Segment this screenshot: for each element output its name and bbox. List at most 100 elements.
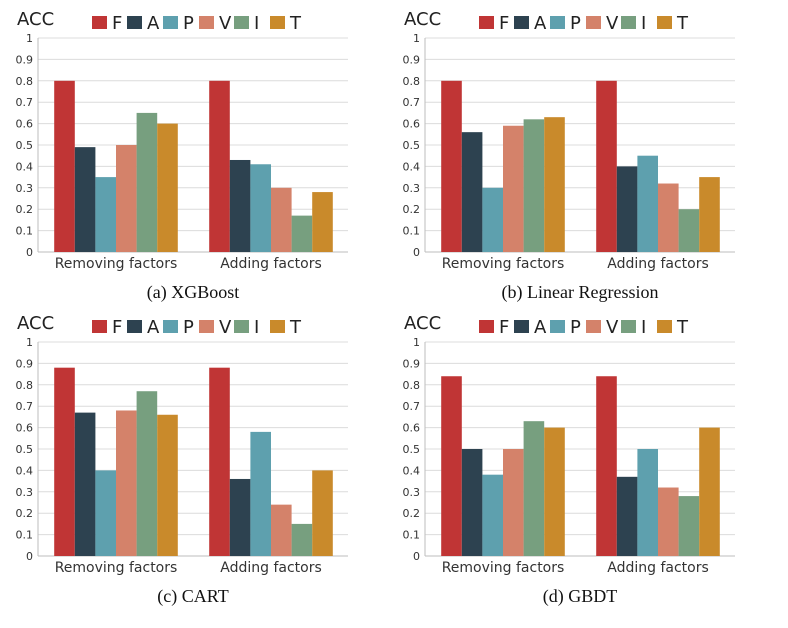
bar-v [116, 410, 137, 556]
bar-i [678, 209, 700, 252]
bar-a [229, 478, 251, 556]
legend-label-v: V [606, 317, 619, 338]
legend-swatch-a [127, 320, 142, 333]
bar-v [658, 183, 679, 252]
bar-p [637, 449, 658, 556]
legend-swatch-t [270, 320, 285, 333]
bar-p [95, 470, 116, 556]
bar-i [136, 112, 158, 253]
y-tick-label: 0.7 [403, 96, 421, 109]
y-tick-label: 0.8 [16, 379, 34, 392]
legend-label-v: V [606, 13, 619, 34]
y-tick-label: 1 [26, 336, 33, 349]
legend-label-f: F [499, 317, 509, 338]
bar-v [271, 504, 292, 556]
y-tick-label: 0.7 [16, 96, 34, 109]
legend-swatch-t [657, 320, 672, 333]
bar-t [312, 192, 333, 252]
legend-swatch-i [621, 320, 636, 333]
legend-label-a: A [147, 317, 160, 338]
y-tick-label: 0.3 [403, 486, 421, 499]
y-tick-label: 0.4 [403, 160, 421, 173]
bar-i [136, 391, 158, 556]
bar-i [678, 496, 700, 556]
y-tick-label: 0.4 [16, 160, 34, 173]
bar-f [441, 80, 462, 252]
legend-swatch-f [479, 320, 494, 333]
bar-v [503, 449, 524, 556]
bar-t [699, 177, 720, 252]
bar-a [229, 159, 251, 252]
y-axis-label: ACC [404, 9, 441, 30]
bar-t [544, 427, 565, 556]
bar-t [544, 117, 565, 253]
y-tick-label: 0.3 [403, 182, 421, 195]
legend-swatch-p [550, 16, 565, 29]
y-tick-label: 0.6 [403, 118, 421, 131]
bar-v [116, 145, 137, 252]
y-tick-label: 0 [413, 246, 420, 259]
y-tick-label: 1 [413, 32, 420, 45]
legend-label-a: A [147, 13, 160, 34]
legend-swatch-i [621, 16, 636, 29]
legend-swatch-a [514, 320, 529, 333]
bar-f [54, 367, 75, 556]
chart-caption: (b) Linear Regression [502, 282, 659, 303]
legend-swatch-f [92, 16, 107, 29]
bar-i [291, 215, 313, 252]
y-tick-label: 0.6 [16, 422, 34, 435]
legend-swatch-i [234, 320, 249, 333]
x-category-label: Adding factors [220, 256, 322, 272]
legend-label-f: F [499, 13, 509, 34]
x-category-label: Adding factors [607, 256, 709, 272]
x-category-label: Removing factors [55, 560, 178, 576]
bar-p [95, 177, 116, 252]
y-tick-label: 0.8 [403, 75, 421, 88]
legend-swatch-p [163, 16, 178, 29]
legend-label-i: I [254, 13, 259, 34]
bar-p [637, 155, 658, 252]
bar-f [596, 80, 617, 252]
y-tick-label: 0.1 [16, 225, 34, 238]
legend-label-i: I [641, 13, 646, 34]
x-category-label: Removing factors [442, 256, 565, 272]
legend-label-t: T [289, 317, 302, 338]
y-tick-label: 0 [413, 550, 420, 563]
y-tick-label: 0.2 [16, 203, 34, 216]
y-tick-label: 0.8 [16, 75, 34, 88]
legend-label-t: T [676, 317, 689, 338]
y-tick-label: 0.2 [403, 507, 421, 520]
chart-panel: ACC F A P V I T 0 0.1 0.2 0.3 0.4 0.5 0.6 0.7 0.8 0.9 1 Re… [403, 313, 735, 607]
x-category-label: Removing factors [55, 256, 178, 272]
bar-i [291, 523, 313, 556]
y-tick-label: 0.7 [16, 400, 34, 413]
bar-p [482, 187, 503, 252]
bar-i [523, 421, 545, 556]
bar-i [523, 119, 545, 252]
chart-panel: ACC F A P V I T 0 0.1 0.2 0.3 0.4 0.5 0.6 0.7 0.8 0.9 1 Re… [16, 9, 348, 303]
y-tick-label: 0.5 [16, 443, 34, 456]
legend-swatch-v [199, 320, 214, 333]
y-tick-label: 0 [26, 246, 33, 259]
bar-p [250, 164, 271, 252]
legend-swatch-v [199, 16, 214, 29]
y-tick-label: 0.5 [16, 139, 34, 152]
bar-f [209, 367, 230, 556]
y-tick-label: 0.3 [16, 486, 34, 499]
bar-f [54, 80, 75, 252]
legend-label-f: F [112, 317, 122, 338]
legend-swatch-v [586, 16, 601, 29]
y-tick-label: 0.1 [16, 529, 34, 542]
legend-swatch-f [92, 320, 107, 333]
y-tick-label: 0.9 [403, 357, 421, 370]
x-category-label: Adding factors [220, 560, 322, 576]
legend-label-t: T [289, 13, 302, 34]
y-tick-label: 0.8 [403, 379, 421, 392]
y-tick-label: 0.9 [403, 53, 421, 66]
chart-panel: ACC F A P V I T 0 0.1 0.2 0.3 0.4 0.5 0.6 0.7 0.8 0.9 1 Re… [16, 313, 348, 607]
bar-a [74, 412, 96, 556]
y-tick-label: 0.4 [403, 464, 421, 477]
y-tick-label: 0 [26, 550, 33, 563]
bar-a [461, 449, 483, 556]
